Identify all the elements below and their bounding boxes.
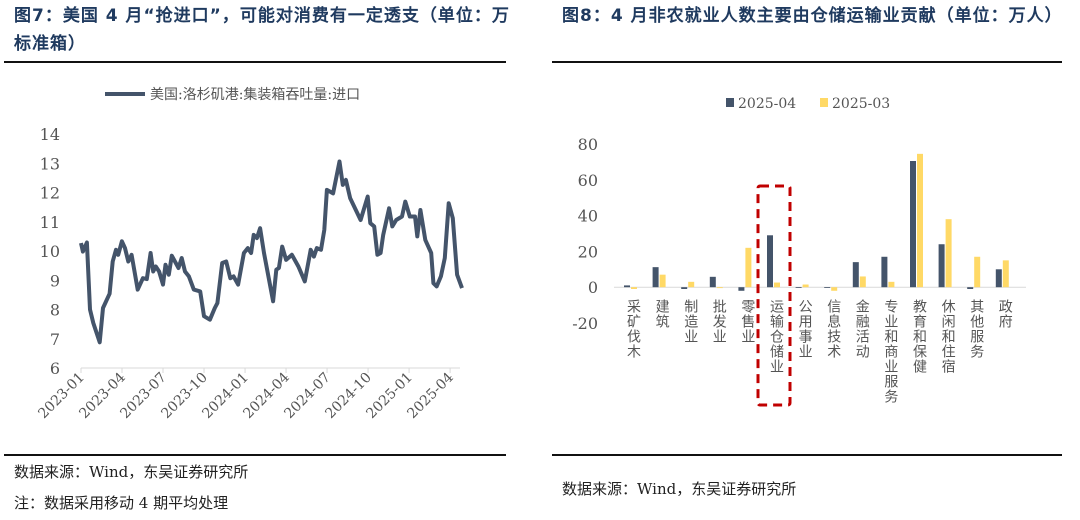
x-category-label: 运输仓储业 <box>768 299 784 374</box>
y-tick-label: 9 <box>50 271 60 290</box>
x-category-label: 金融活动 <box>854 299 870 359</box>
legend-label: 2025-03 <box>832 96 890 112</box>
data-source: 数据来源：Wind，东吴证券研究所 <box>14 463 249 481</box>
data-source: 数据来源：Wind，东吴证券研究所 <box>562 480 797 498</box>
bar-2025-03 <box>688 281 695 288</box>
y-tick-label: 20 <box>578 242 598 261</box>
title-rule <box>552 61 1062 63</box>
bar-2025-04 <box>795 287 802 288</box>
bar-2025-03 <box>945 219 952 288</box>
y-tick-label: -20 <box>572 314 598 333</box>
bar-2025-04 <box>738 287 745 291</box>
bar-chart: 2025-04 2025-03 -20 0 20 40 60 80 采矿伐木 建筑 制造业 批发业 零售… <box>572 96 1026 407</box>
highlight-box <box>756 184 792 407</box>
x-category-label: 政府 <box>997 299 1013 329</box>
series-line <box>79 159 464 345</box>
x-category-label: 采矿伐木 <box>625 299 641 359</box>
x-category-label: 休闲和住宿 <box>940 299 956 374</box>
y-tick-label: 11 <box>40 213 60 232</box>
footer-rule <box>4 454 506 456</box>
x-category-label: 建筑 <box>654 299 670 329</box>
bar-2025-04 <box>938 244 945 288</box>
x-category-label: 信息技术 <box>825 299 841 359</box>
legend-label: 美国:洛杉矶港:集装箱吞吐量:进口 <box>150 86 360 103</box>
line-chart: 美国:洛杉矶港:集装箱吞吐量:进口678910111213142023-0120… <box>35 86 464 422</box>
bar-2025-04 <box>767 235 773 288</box>
y-tick-label: 10 <box>40 242 60 261</box>
title-rule <box>4 61 506 63</box>
x-category-label: 教育和保健 <box>911 299 927 374</box>
bar-2025-03 <box>974 256 981 288</box>
x-category-label: 其他服务 <box>968 299 984 359</box>
figure-7-panel: 图7：美国 4 月“抢进口”，可能对消费有一定透支（单位：万标准箱） 美国:洛杉… <box>4 6 510 512</box>
legend-swatch <box>726 98 734 107</box>
bar-2025-03 <box>1002 260 1009 288</box>
x-category-label: 批发业 <box>711 299 727 344</box>
bar-2025-04 <box>967 287 974 289</box>
bar-2025-03 <box>659 274 666 288</box>
bar-2025-04 <box>652 267 659 288</box>
bar-2025-04 <box>709 276 716 288</box>
footer-rule <box>552 454 1062 456</box>
bar-2025-03 <box>802 284 809 288</box>
y-tick-label: 40 <box>578 207 598 226</box>
y-tick-label: 12 <box>40 184 60 203</box>
x-category-label: 专业和商业服务 <box>882 299 898 404</box>
figure-8-title: 图8：4 月非农就业人数主要由仓储运输业贡献（单位：万人） <box>562 6 1063 26</box>
y-tick-label: 14 <box>40 125 60 144</box>
bar-2025-04 <box>910 161 916 288</box>
figure-7-title: 图7：美国 4 月“抢进口”，可能对消费有一定透支（单位：万标准箱） <box>14 6 510 54</box>
y-tick-label: 80 <box>578 135 598 154</box>
bar-2025-03 <box>774 282 780 288</box>
legend-label: 2025-04 <box>738 96 796 112</box>
bar-2025-04 <box>852 262 859 288</box>
bar-2025-04 <box>824 287 831 288</box>
x-category-label: 零售业 <box>739 299 755 344</box>
y-tick-label: 8 <box>50 301 60 320</box>
y-tick-label: 60 <box>578 171 598 190</box>
bar-2025-03 <box>631 287 637 289</box>
y-tick-label: 13 <box>40 154 60 173</box>
y-tick-label: 7 <box>50 330 60 349</box>
bar-2025-04 <box>624 285 630 288</box>
bar-2025-03 <box>888 281 895 288</box>
x-category-label: 制造业 <box>682 299 698 344</box>
bar-2025-03 <box>917 153 923 288</box>
data-note: 注：数据采用移动 4 期平均处理 <box>14 494 229 512</box>
bar-2025-04 <box>681 287 688 289</box>
bar-2025-04 <box>881 256 888 288</box>
bar-2025-03 <box>859 276 866 288</box>
x-category-label: 公用事业 <box>797 299 813 359</box>
bar-2025-03 <box>831 287 838 291</box>
bar-2025-03 <box>716 287 723 289</box>
y-tick-label: 0 <box>588 278 598 297</box>
figure-8-panel: 图8：4 月非农就业人数主要由仓储运输业贡献（单位：万人） 2025-04 202… <box>548 0 1080 520</box>
bar-2025-03 <box>745 247 752 288</box>
y-tick-label: 6 <box>50 359 60 378</box>
bar-2025-04 <box>995 269 1002 288</box>
legend-swatch <box>820 98 828 107</box>
